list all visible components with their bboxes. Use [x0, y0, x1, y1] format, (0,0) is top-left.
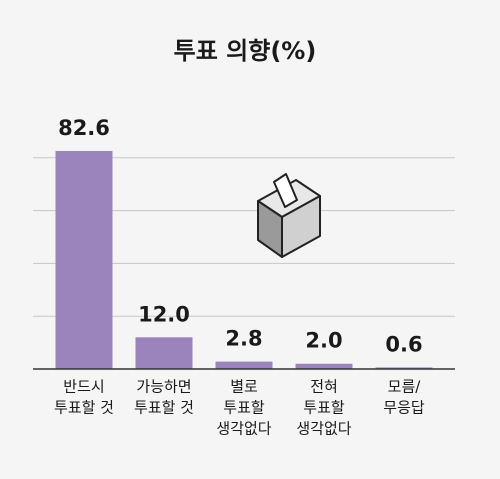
- value-label: 82.6: [58, 116, 110, 140]
- chart-title: 투표 의향(%): [174, 37, 317, 65]
- x-tick-label: 생각없다: [216, 420, 271, 438]
- ballot-box-icon: [257, 173, 321, 258]
- x-tick-label: 무응답: [383, 399, 425, 417]
- x-tick-label: 반드시: [63, 378, 104, 396]
- x-tick-label: 투표할 것: [134, 399, 194, 417]
- value-label: 2.8: [225, 327, 262, 351]
- bar: [295, 363, 353, 369]
- bar: [215, 361, 273, 369]
- value-label: 0.6: [385, 332, 422, 356]
- x-tick-label: 투표할 것: [54, 399, 114, 417]
- x-tick-label: 투표할: [223, 399, 265, 417]
- x-tick-label: 전혀: [310, 378, 338, 396]
- value-label: 12.0: [138, 302, 190, 326]
- value-label: 2.0: [305, 329, 342, 353]
- x-tick-label: 모름/: [388, 378, 422, 396]
- x-tick-label: 생각없다: [296, 420, 351, 438]
- bar: [135, 337, 193, 369]
- x-tick-label: 투표할: [303, 399, 345, 417]
- x-tick-label: 별로: [230, 378, 258, 396]
- bar: [55, 150, 113, 369]
- x-tick-label: 가능하면: [136, 378, 191, 396]
- bar: [375, 367, 433, 369]
